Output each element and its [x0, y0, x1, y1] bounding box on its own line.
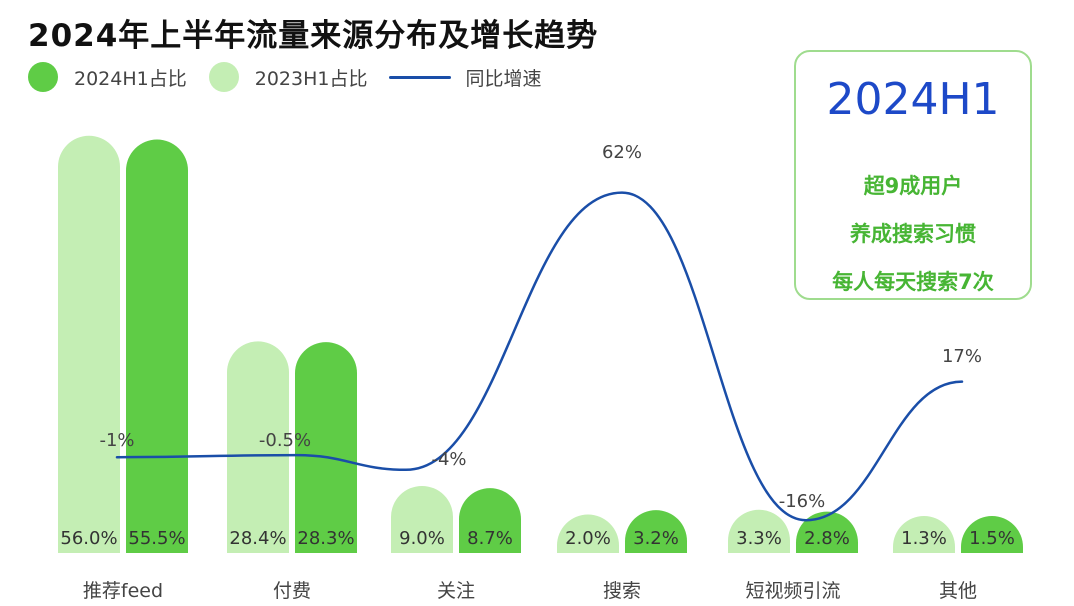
x-tick-label-paid: 付费: [273, 580, 311, 602]
growth-label-other: 17%: [942, 346, 982, 367]
bar-value-label-2023-follow: 9.0%: [399, 528, 445, 549]
bar-2023-paid: [227, 341, 289, 553]
x-tick-label-shortvideo: 短视频引流: [745, 580, 840, 602]
callout-heading: 2024H1: [826, 74, 1000, 125]
bar-2024-feed: [126, 139, 188, 554]
legend-item-2024: 2024H1占比: [28, 62, 187, 92]
bar-value-label-2023-search: 2.0%: [565, 528, 611, 549]
bar-2023-other: [893, 516, 955, 553]
chart-title: 2024年上半年流量来源分布及增长趋势: [28, 18, 599, 54]
bar-2023-follow: [391, 485, 453, 553]
bar-2024-follow: [459, 488, 521, 553]
growth-label-feed: -1%: [99, 430, 134, 451]
legend-item-growth: 同比增速: [389, 64, 541, 91]
bar-value-label-2023-paid: 28.4%: [229, 528, 286, 549]
growth-label-follow: -4%: [431, 449, 466, 470]
bar-2023-shortvideo: [728, 509, 790, 553]
legend-item-2023: 2023H1占比: [208, 62, 368, 92]
x-tick-label-other: 其他: [939, 580, 977, 602]
bar-value-label-2023-other: 1.3%: [901, 528, 947, 549]
bar-2024-paid: [295, 342, 357, 553]
callout-line-2: 养成搜索习惯: [850, 222, 976, 246]
bar-value-label-2023-feed: 56.0%: [60, 528, 117, 549]
legend-label-2023: 2023H1占比: [254, 67, 368, 90]
x-tick-label-follow: 关注: [437, 580, 475, 602]
legend-swatch-growth: [389, 75, 452, 79]
x-tick-label-search: 搜索: [603, 580, 641, 602]
bar-2023-feed: [58, 135, 120, 554]
highlight-callout: 2024H1 超9成用户 养成搜索习惯 每人每天搜索7次: [794, 50, 1032, 300]
growth-label-shortvideo: -16%: [779, 491, 826, 512]
legend-label-growth: 同比增速: [465, 67, 542, 90]
bar-value-label-2024-paid: 28.3%: [297, 528, 354, 549]
bar-2024-other: [961, 516, 1023, 553]
growth-line: [115, 191, 964, 522]
bar-2024-shortvideo: [796, 511, 858, 553]
bar-value-label-2024-search: 3.2%: [633, 528, 679, 549]
growth-label-paid: -0.5%: [259, 430, 311, 451]
bar-value-label-2024-shortvideo: 2.8%: [804, 528, 850, 549]
legend-swatch-2023: [208, 62, 239, 92]
bar-value-label-2023-shortvideo: 3.3%: [736, 528, 782, 549]
callout-line-3: 每人每天搜索7次: [832, 270, 994, 294]
bar-value-label-2024-other: 1.5%: [969, 528, 1015, 549]
callout-line-1: 超9成用户: [863, 174, 963, 198]
x-tick-label-feed: 推荐feed: [83, 580, 163, 602]
legend-swatch-2024: [28, 62, 58, 92]
bar-2024-search: [625, 510, 687, 553]
bar-2023-search: [557, 514, 619, 553]
chart-legend: 2024H1占比 2023H1占比 同比增速: [28, 62, 563, 92]
bar-value-label-2024-follow: 8.7%: [467, 528, 513, 549]
bar-value-label-2024-feed: 55.5%: [128, 528, 185, 549]
legend-label-2024: 2024H1占比: [74, 67, 187, 90]
growth-label-search: 62%: [602, 142, 642, 163]
